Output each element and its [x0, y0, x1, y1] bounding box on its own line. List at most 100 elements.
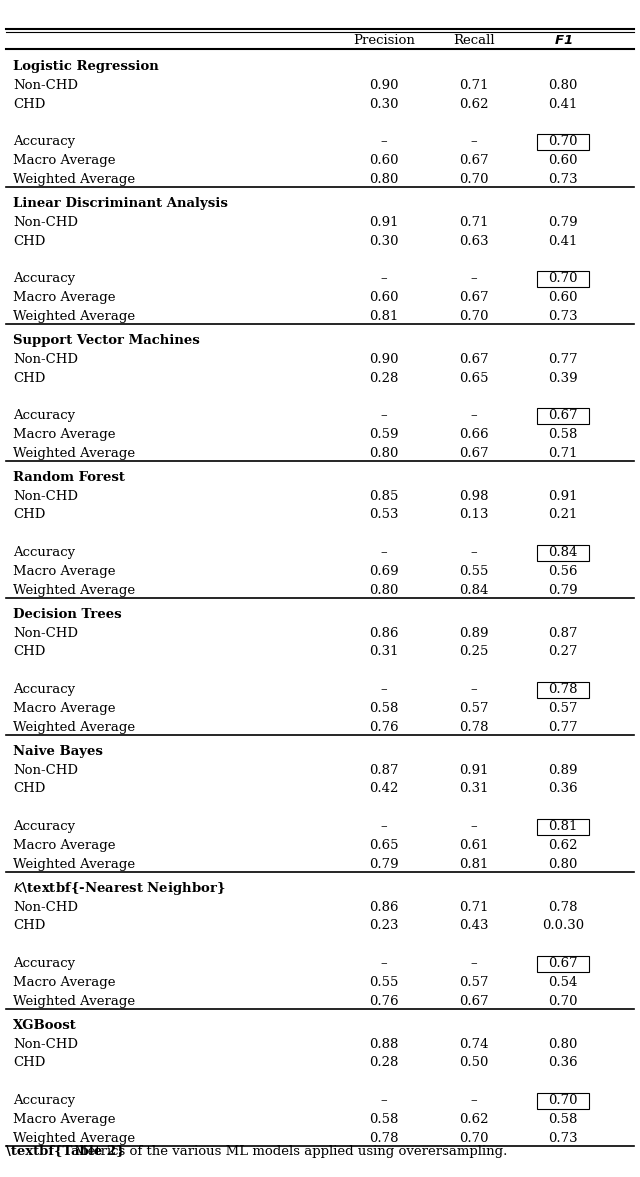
Text: Accuracy: Accuracy — [13, 410, 75, 423]
Text: 0.69: 0.69 — [369, 565, 399, 578]
Text: 0.91: 0.91 — [548, 490, 578, 503]
Text: 0.73: 0.73 — [548, 173, 578, 186]
Text: 0.58: 0.58 — [548, 428, 578, 441]
Text: –: – — [470, 410, 477, 423]
Text: 0.77: 0.77 — [548, 353, 578, 366]
Text: –: – — [470, 135, 477, 148]
Text: 0.65: 0.65 — [459, 372, 488, 385]
Text: 0.81: 0.81 — [369, 310, 399, 324]
Text: 0.60: 0.60 — [369, 291, 399, 304]
Text: 0.58: 0.58 — [548, 1113, 578, 1126]
Text: Non-CHD: Non-CHD — [13, 764, 78, 777]
Text: Non-CHD: Non-CHD — [13, 215, 78, 228]
Text: CHD: CHD — [13, 783, 45, 796]
Text: 0.78: 0.78 — [369, 1132, 399, 1145]
Text: 0.73: 0.73 — [548, 310, 578, 324]
Text: Metrics of the various ML models applied using overersampling.: Metrics of the various ML models applied… — [74, 1144, 507, 1158]
Text: –: – — [470, 684, 477, 697]
Text: CHD: CHD — [13, 645, 45, 658]
Text: 0.21: 0.21 — [548, 508, 578, 521]
Text: Accuracy: Accuracy — [13, 546, 75, 559]
Text: Logistic Regression: Logistic Regression — [13, 60, 159, 73]
Text: 0.84: 0.84 — [548, 546, 578, 559]
Text: 0.41: 0.41 — [548, 98, 578, 111]
Text: 0.39: 0.39 — [548, 372, 578, 385]
Text: 0.76: 0.76 — [369, 995, 399, 1008]
Text: 0.70: 0.70 — [459, 310, 488, 324]
Text: –: – — [381, 820, 387, 833]
Text: 0.87: 0.87 — [369, 764, 399, 777]
Text: Non-CHD: Non-CHD — [13, 490, 78, 503]
Text: 0.28: 0.28 — [369, 372, 399, 385]
Text: 0.57: 0.57 — [459, 976, 488, 989]
Text: 0.55: 0.55 — [459, 565, 488, 578]
Text: 0.70: 0.70 — [548, 135, 578, 148]
Text: 0.43: 0.43 — [459, 919, 488, 932]
Text: Decision Trees: Decision Trees — [13, 607, 122, 620]
Text: –: – — [470, 957, 477, 970]
Text: 0.67: 0.67 — [459, 353, 488, 366]
Text: 0.62: 0.62 — [459, 1113, 488, 1126]
Text: 0.36: 0.36 — [548, 783, 578, 796]
Text: 0.28: 0.28 — [369, 1057, 399, 1070]
Text: Accuracy: Accuracy — [13, 1095, 75, 1108]
Text: CHD: CHD — [13, 372, 45, 385]
Text: 0.80: 0.80 — [369, 584, 399, 597]
Text: 0.0.30: 0.0.30 — [542, 919, 584, 932]
Text: 0.80: 0.80 — [548, 858, 578, 871]
Text: –: – — [470, 1095, 477, 1108]
Text: 0.86: 0.86 — [369, 626, 399, 639]
Text: Naive Bayes: Naive Bayes — [13, 745, 102, 758]
Text: Weighted Average: Weighted Average — [13, 722, 135, 734]
Text: 0.30: 0.30 — [369, 234, 399, 247]
Text: 0.31: 0.31 — [459, 783, 488, 796]
Text: –: – — [381, 957, 387, 970]
Text: 0.91: 0.91 — [369, 215, 399, 228]
Text: –: – — [381, 684, 387, 697]
Text: Non-CHD: Non-CHD — [13, 1038, 78, 1051]
Text: Accuracy: Accuracy — [13, 684, 75, 697]
Text: Precision: Precision — [353, 34, 415, 47]
Text: 0.57: 0.57 — [548, 703, 578, 716]
Text: 0.27: 0.27 — [548, 645, 578, 658]
Text: Weighted Average: Weighted Average — [13, 584, 135, 597]
Text: 0.80: 0.80 — [548, 1038, 578, 1051]
Text: 0.79: 0.79 — [548, 215, 578, 228]
Text: 0.71: 0.71 — [459, 215, 488, 228]
Text: 0.70: 0.70 — [459, 173, 488, 186]
Text: 0.74: 0.74 — [459, 1038, 488, 1051]
Text: Weighted Average: Weighted Average — [13, 310, 135, 324]
Text: 0.67: 0.67 — [459, 995, 488, 1008]
Text: Weighted Average: Weighted Average — [13, 1132, 135, 1145]
Text: 0.62: 0.62 — [548, 839, 578, 852]
Text: \textbf{Table 2}: \textbf{Table 2} — [6, 1144, 125, 1158]
Text: 0.13: 0.13 — [459, 508, 488, 521]
Text: 0.36: 0.36 — [548, 1057, 578, 1070]
Text: 0.71: 0.71 — [459, 900, 488, 913]
Text: 0.65: 0.65 — [369, 839, 399, 852]
Text: 0.56: 0.56 — [548, 565, 578, 578]
Text: CHD: CHD — [13, 1057, 45, 1070]
Text: Accuracy: Accuracy — [13, 957, 75, 970]
Text: 0.88: 0.88 — [369, 1038, 399, 1051]
Text: Macro Average: Macro Average — [13, 291, 115, 304]
Text: 0.70: 0.70 — [548, 1095, 578, 1108]
Text: Macro Average: Macro Average — [13, 976, 115, 989]
Text: 0.63: 0.63 — [459, 234, 488, 247]
Text: 0.90: 0.90 — [369, 79, 399, 92]
Text: 0.58: 0.58 — [369, 703, 399, 716]
Text: 0.31: 0.31 — [369, 645, 399, 658]
Text: 0.66: 0.66 — [459, 428, 488, 441]
Text: Recall: Recall — [452, 34, 495, 47]
Text: 0.84: 0.84 — [459, 584, 488, 597]
Text: Accuracy: Accuracy — [13, 820, 75, 833]
Text: Non-CHD: Non-CHD — [13, 353, 78, 366]
Text: –: – — [470, 820, 477, 833]
Text: Non-CHD: Non-CHD — [13, 900, 78, 913]
Text: 0.81: 0.81 — [548, 820, 578, 833]
Text: 0.67: 0.67 — [459, 291, 488, 304]
Text: XGBoost: XGBoost — [13, 1018, 77, 1031]
Text: 0.53: 0.53 — [369, 508, 399, 521]
Text: Macro Average: Macro Average — [13, 565, 115, 578]
Text: 0.80: 0.80 — [369, 447, 399, 460]
